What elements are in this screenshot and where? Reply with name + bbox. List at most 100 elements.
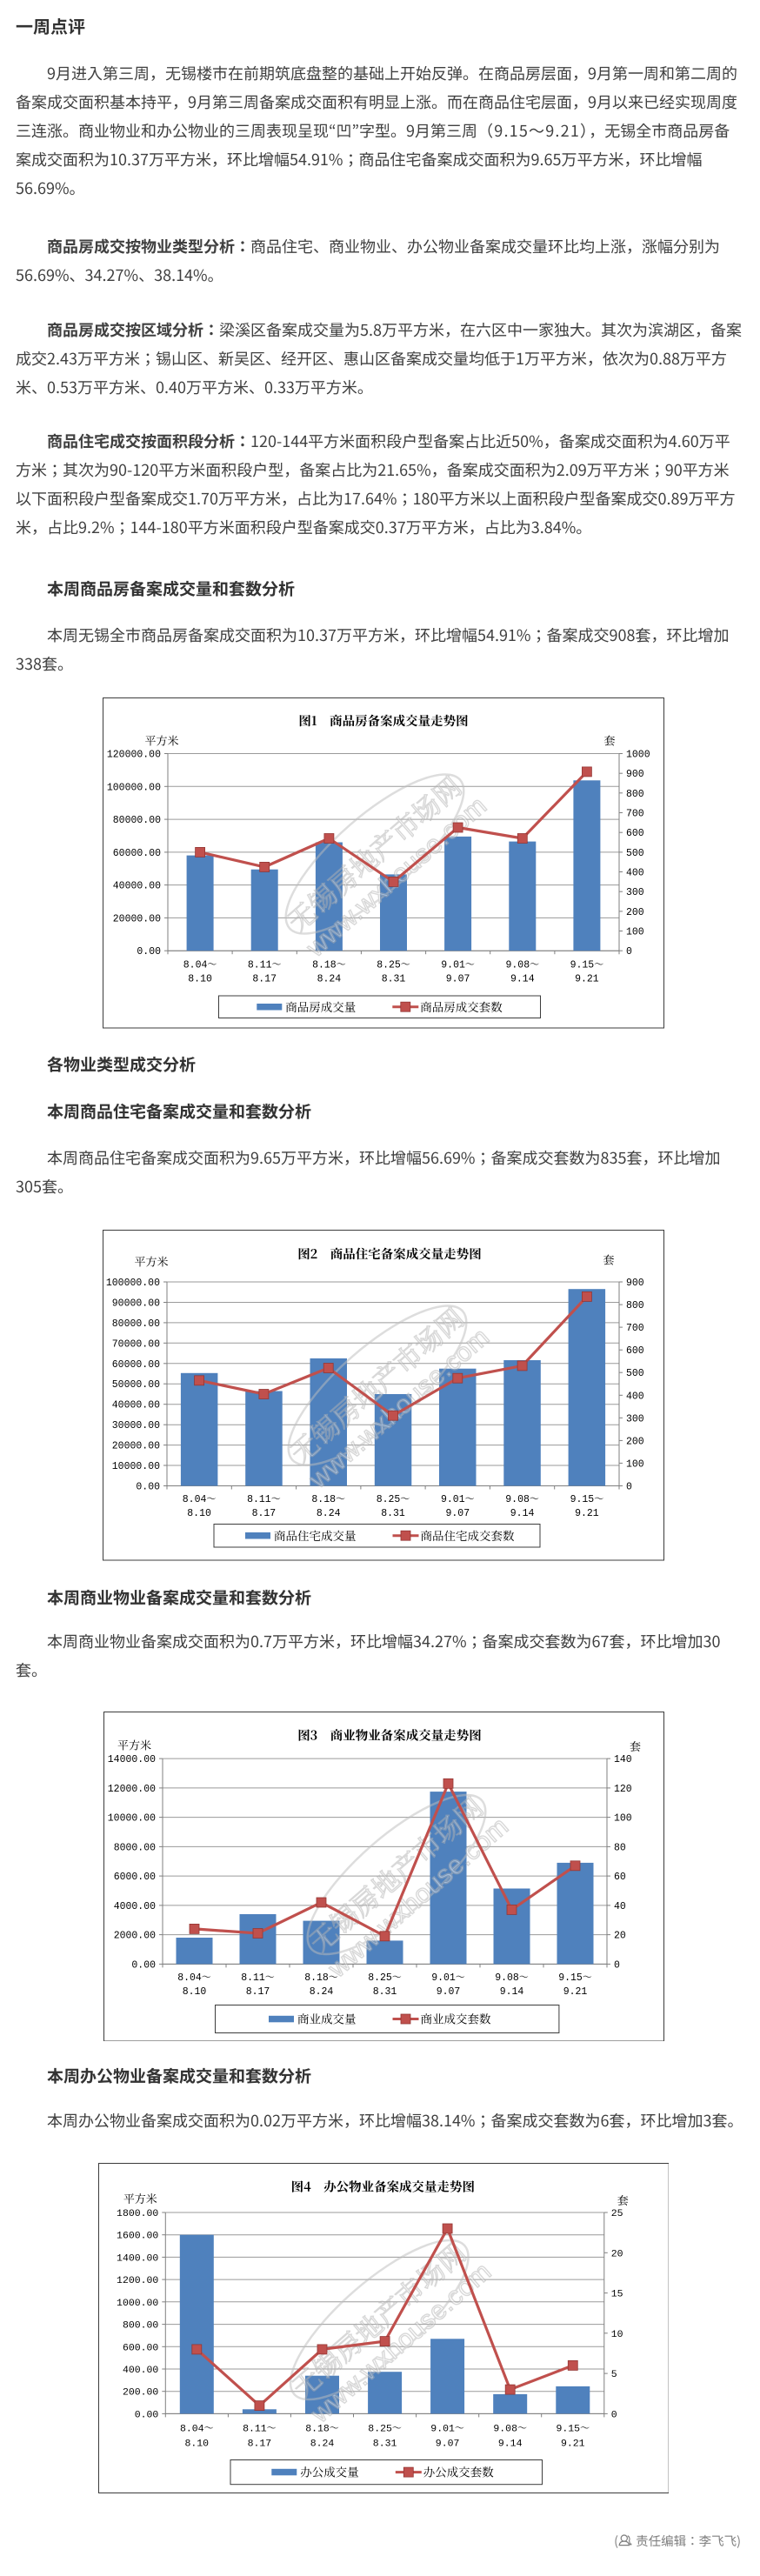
svg-text:600: 600 bbox=[626, 828, 644, 839]
svg-text:9.08～: 9.08～ bbox=[493, 2420, 527, 2434]
svg-text:700: 700 bbox=[626, 1323, 644, 1334]
svg-text:10: 10 bbox=[610, 2328, 623, 2339]
svg-text:30000.00: 30000.00 bbox=[112, 1420, 160, 1431]
svg-text:800: 800 bbox=[626, 1300, 644, 1311]
svg-text:8.18～: 8.18～ bbox=[311, 1492, 345, 1505]
svg-text:1000.00: 1000.00 bbox=[117, 2297, 158, 2308]
svg-text:25: 25 bbox=[610, 2208, 623, 2219]
svg-text:9.08～: 9.08～ bbox=[505, 958, 539, 971]
svg-text:8.24: 8.24 bbox=[317, 1508, 341, 1519]
svg-text:800.00: 800.00 bbox=[123, 2319, 158, 2331]
svg-text:800: 800 bbox=[626, 789, 644, 800]
svg-text:9.15～: 9.15～ bbox=[570, 1492, 604, 1505]
svg-text:8.11～: 8.11～ bbox=[243, 2420, 277, 2434]
svg-text:图4 办公物业备案成交量走势图: 图4 办公物业备案成交量走势图 bbox=[290, 2177, 474, 2195]
svg-text:8.17: 8.17 bbox=[246, 1986, 270, 1998]
svg-text:9.21: 9.21 bbox=[575, 1508, 599, 1519]
svg-text:8.11～: 8.11～ bbox=[247, 1492, 281, 1505]
svg-text:8.17: 8.17 bbox=[252, 974, 277, 985]
svg-text:0.00: 0.00 bbox=[136, 1482, 160, 1493]
svg-text:100: 100 bbox=[614, 1812, 632, 1824]
svg-text:400: 400 bbox=[626, 1391, 644, 1402]
svg-text:400.00: 400.00 bbox=[123, 2364, 158, 2375]
svg-text:400: 400 bbox=[626, 868, 644, 879]
svg-text:商业成交套数: 商业成交套数 bbox=[421, 2009, 491, 2026]
svg-text:5: 5 bbox=[610, 2369, 617, 2380]
svg-text:平方米: 平方米 bbox=[117, 1736, 151, 1752]
svg-text:9.01～: 9.01～ bbox=[430, 2420, 464, 2434]
svg-text:500: 500 bbox=[626, 848, 644, 859]
svg-text:60: 60 bbox=[614, 1872, 626, 1883]
svg-text:图2 商品住宅备案成交量走势图: 图2 商品住宅备案成交量走势图 bbox=[297, 1245, 482, 1263]
svg-text:20: 20 bbox=[610, 2248, 623, 2259]
svg-text:9.15～: 9.15～ bbox=[556, 2420, 590, 2434]
svg-text:40000.00: 40000.00 bbox=[112, 1400, 160, 1411]
svg-text:8.25～: 8.25～ bbox=[377, 958, 410, 971]
svg-text:120: 120 bbox=[614, 1783, 632, 1794]
svg-text:9.01～: 9.01～ bbox=[431, 1970, 465, 1984]
svg-text:8.04～: 8.04～ bbox=[180, 2420, 214, 2434]
svg-text:8.10: 8.10 bbox=[183, 1986, 207, 1998]
svg-text:60000.00: 60000.00 bbox=[113, 848, 161, 859]
svg-text:0: 0 bbox=[614, 1959, 620, 1971]
svg-text:8.25～: 8.25～ bbox=[368, 2420, 402, 2434]
svg-text:140: 140 bbox=[614, 1754, 632, 1765]
svg-text:100: 100 bbox=[626, 927, 644, 938]
svg-text:20000.00: 20000.00 bbox=[112, 1441, 160, 1452]
svg-text:8.24: 8.24 bbox=[317, 974, 342, 985]
svg-text:70000.00: 70000.00 bbox=[112, 1338, 160, 1350]
svg-text:8.04～: 8.04～ bbox=[183, 958, 217, 971]
svg-text:0: 0 bbox=[610, 2409, 617, 2420]
svg-text:6000.00: 6000.00 bbox=[114, 1872, 156, 1883]
svg-text:9.21: 9.21 bbox=[561, 2438, 585, 2449]
svg-text:图3 商业物业备案成交量走势图: 图3 商业物业备案成交量走势图 bbox=[297, 1725, 482, 1744]
svg-text:9.07: 9.07 bbox=[445, 1508, 470, 1519]
svg-text:8.17: 8.17 bbox=[247, 2438, 271, 2449]
svg-text:8.18～: 8.18～ bbox=[304, 1970, 338, 1984]
svg-text:20: 20 bbox=[614, 1930, 626, 1941]
svg-text:80000.00: 80000.00 bbox=[112, 1318, 160, 1330]
svg-text:200.00: 200.00 bbox=[123, 2386, 158, 2398]
svg-text:9.07: 9.07 bbox=[446, 974, 470, 985]
svg-text:9.01～: 9.01～ bbox=[441, 958, 475, 971]
svg-text:900: 900 bbox=[626, 769, 644, 780]
svg-text:9.21: 9.21 bbox=[575, 974, 599, 985]
svg-text:10000.00: 10000.00 bbox=[108, 1812, 156, 1824]
svg-text:8.31: 8.31 bbox=[382, 974, 406, 985]
svg-text:600: 600 bbox=[626, 1345, 644, 1357]
svg-text:9.15～: 9.15～ bbox=[570, 958, 604, 971]
svg-text:1600.00: 1600.00 bbox=[117, 2230, 158, 2241]
svg-text:图1 商品房备案成交量走势图: 图1 商品房备案成交量走势图 bbox=[298, 711, 468, 730]
svg-text:商品住宅成交量: 商品住宅成交量 bbox=[274, 1526, 357, 1544]
svg-text:8.31: 8.31 bbox=[381, 1508, 405, 1519]
svg-text:平方米: 平方米 bbox=[134, 1253, 168, 1270]
svg-text:9.14: 9.14 bbox=[498, 2438, 523, 2449]
svg-text:商品住宅成交套数: 商品住宅成交套数 bbox=[421, 1526, 515, 1544]
svg-text:200: 200 bbox=[626, 1436, 644, 1447]
svg-text:平方米: 平方米 bbox=[123, 2190, 157, 2206]
svg-text:套: 套 bbox=[603, 1251, 614, 1268]
svg-text:8.18～: 8.18～ bbox=[312, 958, 346, 971]
svg-text:14000.00: 14000.00 bbox=[108, 1754, 156, 1765]
svg-text:20000.00: 20000.00 bbox=[113, 913, 161, 924]
svg-text:100000.00: 100000.00 bbox=[106, 1278, 160, 1289]
svg-text:9.14: 9.14 bbox=[500, 1986, 524, 1998]
svg-text:套: 套 bbox=[603, 732, 615, 749]
svg-text:900: 900 bbox=[626, 1278, 644, 1289]
svg-text:1800.00: 1800.00 bbox=[117, 2208, 158, 2219]
svg-text:1200.00: 1200.00 bbox=[117, 2275, 158, 2286]
svg-text:办公成交量: 办公成交量 bbox=[300, 2462, 358, 2479]
svg-text:80: 80 bbox=[614, 1842, 626, 1853]
svg-text:办公成交套数: 办公成交套数 bbox=[423, 2462, 493, 2479]
svg-text:商品房成交量: 商品房成交量 bbox=[285, 998, 356, 1015]
svg-text:8.25～: 8.25～ bbox=[377, 1492, 410, 1505]
svg-text:0: 0 bbox=[626, 946, 632, 958]
svg-text:0: 0 bbox=[626, 1482, 632, 1493]
svg-text:4000.00: 4000.00 bbox=[114, 1900, 156, 1912]
svg-text:15: 15 bbox=[610, 2288, 623, 2299]
svg-text:700: 700 bbox=[626, 809, 644, 820]
svg-text:9.07: 9.07 bbox=[435, 2438, 459, 2449]
svg-text:50000.00: 50000.00 bbox=[112, 1379, 160, 1391]
svg-text:0.00: 0.00 bbox=[134, 2409, 158, 2420]
svg-text:8.11～: 8.11～ bbox=[248, 958, 282, 971]
